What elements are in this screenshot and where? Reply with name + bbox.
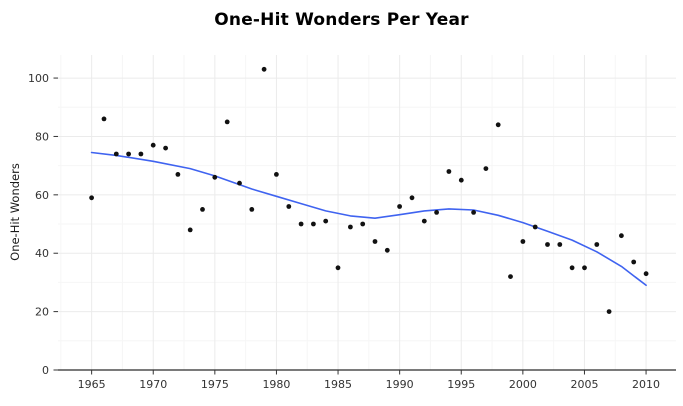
data-point	[446, 169, 452, 174]
data-point	[458, 177, 464, 183]
y-tick-label: 60	[35, 189, 49, 202]
data-point	[384, 247, 390, 253]
data-point	[594, 242, 600, 247]
y-tick-label: 0	[42, 364, 49, 377]
data-point	[397, 204, 402, 209]
data-point	[495, 122, 501, 128]
data-point	[643, 271, 649, 277]
y-tick-label: 80	[35, 130, 49, 143]
data-point	[557, 242, 563, 247]
data-point	[532, 224, 538, 230]
data-point	[372, 239, 378, 244]
x-tick-label: 1980	[262, 378, 290, 391]
data-point	[360, 221, 366, 227]
data-point	[619, 233, 624, 239]
x-tick-label: 1985	[324, 378, 352, 391]
data-point	[113, 151, 119, 157]
data-point	[249, 207, 255, 212]
data-point	[89, 195, 94, 201]
data-point	[348, 224, 353, 230]
data-point	[631, 259, 637, 265]
chart-title: One-Hit Wonders Per Year	[214, 10, 469, 30]
y-tick-label: 40	[35, 247, 49, 260]
data-point	[126, 151, 131, 157]
data-point	[606, 309, 612, 314]
x-tick-label: 1965	[78, 378, 106, 391]
data-point	[212, 174, 218, 180]
x-tick-label: 1970	[139, 378, 167, 391]
data-point	[508, 274, 513, 279]
y-axis-label: One-Hit Wonders	[8, 163, 22, 261]
x-tick-label: 1975	[201, 378, 229, 391]
data-point	[421, 218, 427, 224]
data-point	[175, 172, 181, 177]
data-point	[471, 210, 476, 215]
x-tick-label: 2000	[509, 378, 537, 391]
trend-line	[90, 151, 647, 287]
data-point	[101, 116, 107, 122]
data-point	[200, 207, 205, 212]
data-point	[545, 242, 550, 247]
data-point	[286, 204, 292, 209]
data-point	[224, 119, 230, 125]
data-point	[520, 239, 526, 244]
data-point	[138, 151, 144, 157]
y-tick-label: 100	[28, 72, 49, 85]
data-point	[261, 66, 267, 72]
data-point	[409, 195, 415, 201]
data-point	[335, 265, 341, 271]
data-point	[582, 265, 587, 271]
x-tick-label: 2005	[570, 378, 598, 391]
data-point	[311, 221, 316, 227]
data-point	[163, 145, 169, 151]
data-point	[323, 218, 329, 224]
data-point	[569, 265, 575, 271]
x-tick-label: 1990	[386, 378, 414, 391]
data-point	[274, 172, 279, 177]
data-point	[298, 221, 304, 227]
y-tick-label: 20	[35, 306, 49, 319]
data-point	[434, 210, 439, 215]
data-point	[187, 227, 193, 233]
x-tick-label: 2010	[632, 378, 660, 391]
x-tick-label: 1995	[447, 378, 475, 391]
data-point	[237, 180, 242, 186]
data-point	[483, 166, 489, 172]
data-point	[150, 142, 156, 148]
